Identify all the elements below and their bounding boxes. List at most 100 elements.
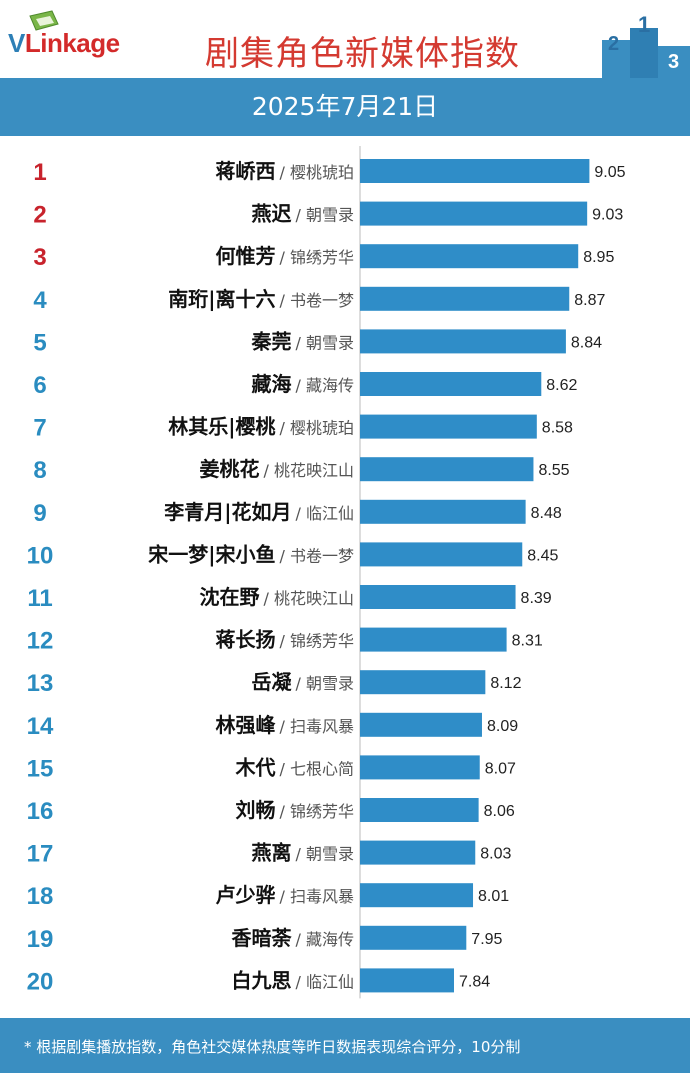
character-name: 香暗荼	[232, 926, 293, 950]
value-label: 8.48	[531, 505, 562, 522]
logo-rest: Linkage	[24, 28, 120, 58]
rank-number: 11	[27, 585, 52, 612]
bar	[360, 457, 534, 482]
rank-number: 20	[27, 968, 54, 995]
show-name: / 锦绣芳华	[280, 248, 354, 267]
rank-number: 19	[27, 926, 54, 953]
bar	[360, 968, 454, 993]
bar-row: 18 卢少骅 / 扫毒风暴 8.01	[27, 883, 509, 910]
footer: * 根据剧集播放指数，角色社交媒体热度等昨日数据表现综合评分，10分制	[0, 1018, 690, 1073]
bar-row: 20 白九思 / 临江仙 7.84	[27, 968, 490, 995]
show-name: / 朝雪录	[296, 674, 354, 693]
character-name: 秦莞	[251, 329, 292, 353]
rank-number: 14	[27, 713, 54, 740]
bar-label: 南珩|离十六 / 书卷一梦	[168, 287, 354, 311]
bar-label: 沈在野 / 桃花映江山	[200, 585, 354, 609]
bar	[360, 499, 526, 524]
header: VLinkage 剧集角色新媒体指数 2 1 3	[0, 0, 690, 78]
bar-label: 姜桃花 / 桃花映江山	[200, 457, 354, 481]
rank-number: 16	[27, 798, 54, 825]
character-name: 蒋峤西	[216, 159, 276, 183]
bar-label: 蒋长扬 / 锦绣芳华	[216, 628, 354, 652]
bar-label: 宋一梦|宋小鱼 / 书卷一梦	[148, 542, 354, 566]
show-name: / 藏海传	[296, 376, 354, 395]
show-name: / 藏海传	[296, 930, 354, 949]
value-label: 8.45	[527, 547, 558, 564]
character-name: 林强峰	[216, 713, 276, 737]
bar	[360, 627, 507, 652]
bar	[360, 925, 467, 950]
bar-label: 香暗荼 / 藏海传	[232, 926, 354, 950]
bar	[360, 840, 476, 865]
show-name: / 朝雪录	[296, 333, 354, 352]
rank-number: 12	[27, 628, 54, 655]
rank-number: 6	[33, 372, 46, 399]
page-title: 剧集角色新媒体指数	[205, 34, 520, 74]
bar-row: 3 何惟芳 / 锦绣芳华 8.95	[33, 244, 614, 271]
value-label: 9.03	[592, 207, 623, 224]
podium-label-2: 2	[608, 33, 619, 55]
value-label: 8.06	[484, 803, 515, 820]
bar-label: 木代 / 七根心简	[235, 755, 354, 779]
bar-row: 12 蒋长扬 / 锦绣芳华 8.31	[27, 627, 543, 655]
show-name: / 桃花映江山	[264, 461, 354, 480]
character-name: 岳凝	[252, 670, 293, 694]
character-name: 沈在野	[200, 585, 260, 609]
bar-label: 林强峰 / 扫毒风暴	[216, 713, 354, 737]
bar-label: 刘畅 / 锦绣芳华	[236, 798, 354, 822]
show-name: / 临江仙	[296, 504, 354, 523]
character-name: 木代	[235, 755, 276, 779]
show-name: / 锦绣芳华	[280, 802, 354, 821]
bar	[360, 286, 570, 311]
character-name: 姜桃花	[200, 457, 260, 481]
show-name: / 樱桃琥珀	[280, 163, 354, 182]
bar-row: 15 木代 / 七根心简 8.07	[27, 755, 516, 782]
character-name: 蒋长扬	[216, 628, 276, 652]
bar-row: 7 林其乐|樱桃 / 樱桃琥珀 8.58	[33, 414, 573, 442]
rank-number: 13	[27, 670, 54, 697]
value-label: 8.07	[485, 760, 516, 777]
bar-row: 19 香暗荼 / 藏海传 7.95	[27, 925, 503, 953]
rank-number: 1	[33, 159, 46, 186]
rank-number: 3	[33, 244, 46, 271]
ranking-chart: 1 蒋峤西 / 樱桃琥珀 9.052 燕迟 / 朝雪录 9.033 何惟芳 / 锦绣芳华 8.95…	[27, 146, 626, 999]
rank-number: 9	[33, 500, 46, 527]
character-name: 卢少骅	[216, 883, 276, 907]
rank-number: 2	[33, 202, 46, 229]
rank-number: 17	[27, 841, 54, 868]
bar	[360, 883, 474, 908]
show-name: / 临江仙	[296, 972, 354, 991]
rank-number: 15	[27, 755, 54, 782]
bar-row: 5 秦莞 / 朝雪录 8.84	[33, 329, 602, 356]
bar	[360, 542, 523, 567]
bar	[360, 585, 516, 609]
bar	[360, 670, 486, 695]
value-label: 8.03	[480, 846, 511, 863]
show-name: / 扫毒风暴	[280, 717, 354, 736]
show-name: / 七根心简	[280, 759, 354, 778]
bar-row: 13 岳凝 / 朝雪录 8.12	[27, 670, 522, 697]
rank-number: 5	[33, 329, 46, 356]
value-label: 8.58	[542, 420, 573, 437]
bar-label: 何惟芳 / 锦绣芳华	[216, 244, 354, 268]
character-name: 藏海	[252, 372, 292, 396]
value-label: 8.62	[546, 377, 577, 394]
date-band: 2025年7月21日	[0, 78, 690, 136]
value-label: 7.84	[459, 973, 490, 990]
value-label: 8.84	[571, 334, 602, 351]
bar-label: 白九思 / 临江仙	[232, 968, 354, 992]
character-name: 刘畅	[236, 798, 276, 822]
bar-row: 17 燕离 / 朝雪录 8.03	[27, 840, 512, 868]
bar	[360, 201, 588, 226]
bar-label: 岳凝 / 朝雪录	[252, 670, 354, 694]
bar	[360, 329, 566, 354]
bar-label: 蒋峤西 / 樱桃琥珀	[216, 159, 354, 183]
bar-row: 11 沈在野 / 桃花映江山 8.39	[27, 585, 552, 612]
show-name: / 书卷一梦	[280, 546, 354, 565]
bar	[360, 712, 482, 737]
bar-label: 林其乐|樱桃 / 樱桃琥珀	[168, 415, 354, 439]
value-label: 8.55	[538, 462, 569, 479]
value-label: 8.12	[490, 675, 521, 692]
character-name: 燕迟	[252, 202, 292, 226]
show-name: / 桃花映江山	[264, 589, 354, 608]
